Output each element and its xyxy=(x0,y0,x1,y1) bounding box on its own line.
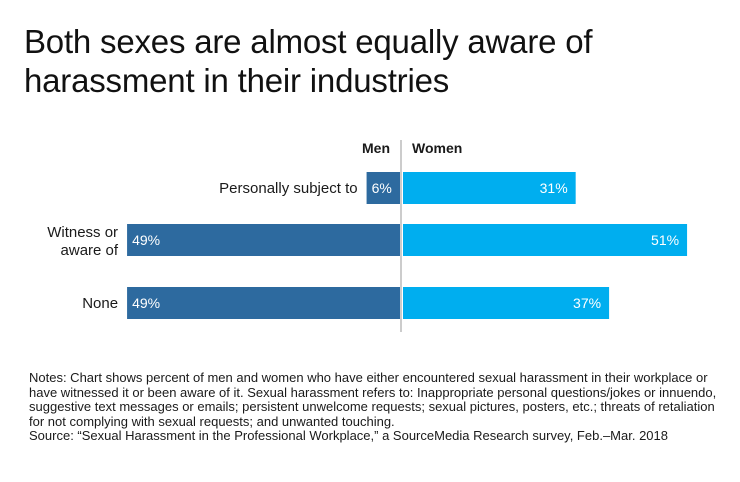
women-bar-none xyxy=(403,287,610,319)
men-bar-witness-or-aware-of xyxy=(127,224,400,256)
men-value-label-personally-subject-to: 6% xyxy=(372,180,392,196)
chart-notes: Notes: Chart shows percent of men and wo… xyxy=(29,370,719,444)
category-labels: Personally subject to Witness or aware of N… xyxy=(47,180,357,312)
category-label-witness-or-aware-of: Witness or aware of xyxy=(47,224,119,259)
men-series-label: Men xyxy=(362,140,390,156)
women-value-label-personally-subject-to: 31% xyxy=(540,180,568,196)
category-label-personally-subject-to: Personally subject to xyxy=(219,180,357,197)
men-series: 6% 49% 49% xyxy=(127,172,400,319)
men-bar-personally-subject-to xyxy=(366,172,400,204)
notes-text: Notes: Chart shows percent of men and wo… xyxy=(29,370,717,429)
men-value-label-none: 49% xyxy=(132,295,160,311)
men-bar-none xyxy=(127,287,400,319)
category-label-none: None xyxy=(82,295,118,312)
women-series: 31% 51% 37% xyxy=(403,172,688,319)
women-series-label: Women xyxy=(412,140,462,156)
women-bar-witness-or-aware-of xyxy=(403,224,688,256)
source-text: Source: “Sexual Harassment in the Profes… xyxy=(29,428,668,444)
diverging-bar-chart: 6% 49% 49% 31% 51% 37% Personally subject to… xyxy=(47,140,688,332)
chart-title: Both sexes are almost equally aware of h… xyxy=(24,23,593,99)
women-value-label-witness-or-aware-of: 51% xyxy=(651,232,679,248)
women-value-label-none: 37% xyxy=(573,295,601,311)
men-value-label-witness-or-aware-of: 49% xyxy=(132,232,160,248)
women-bar-personally-subject-to xyxy=(403,172,576,204)
